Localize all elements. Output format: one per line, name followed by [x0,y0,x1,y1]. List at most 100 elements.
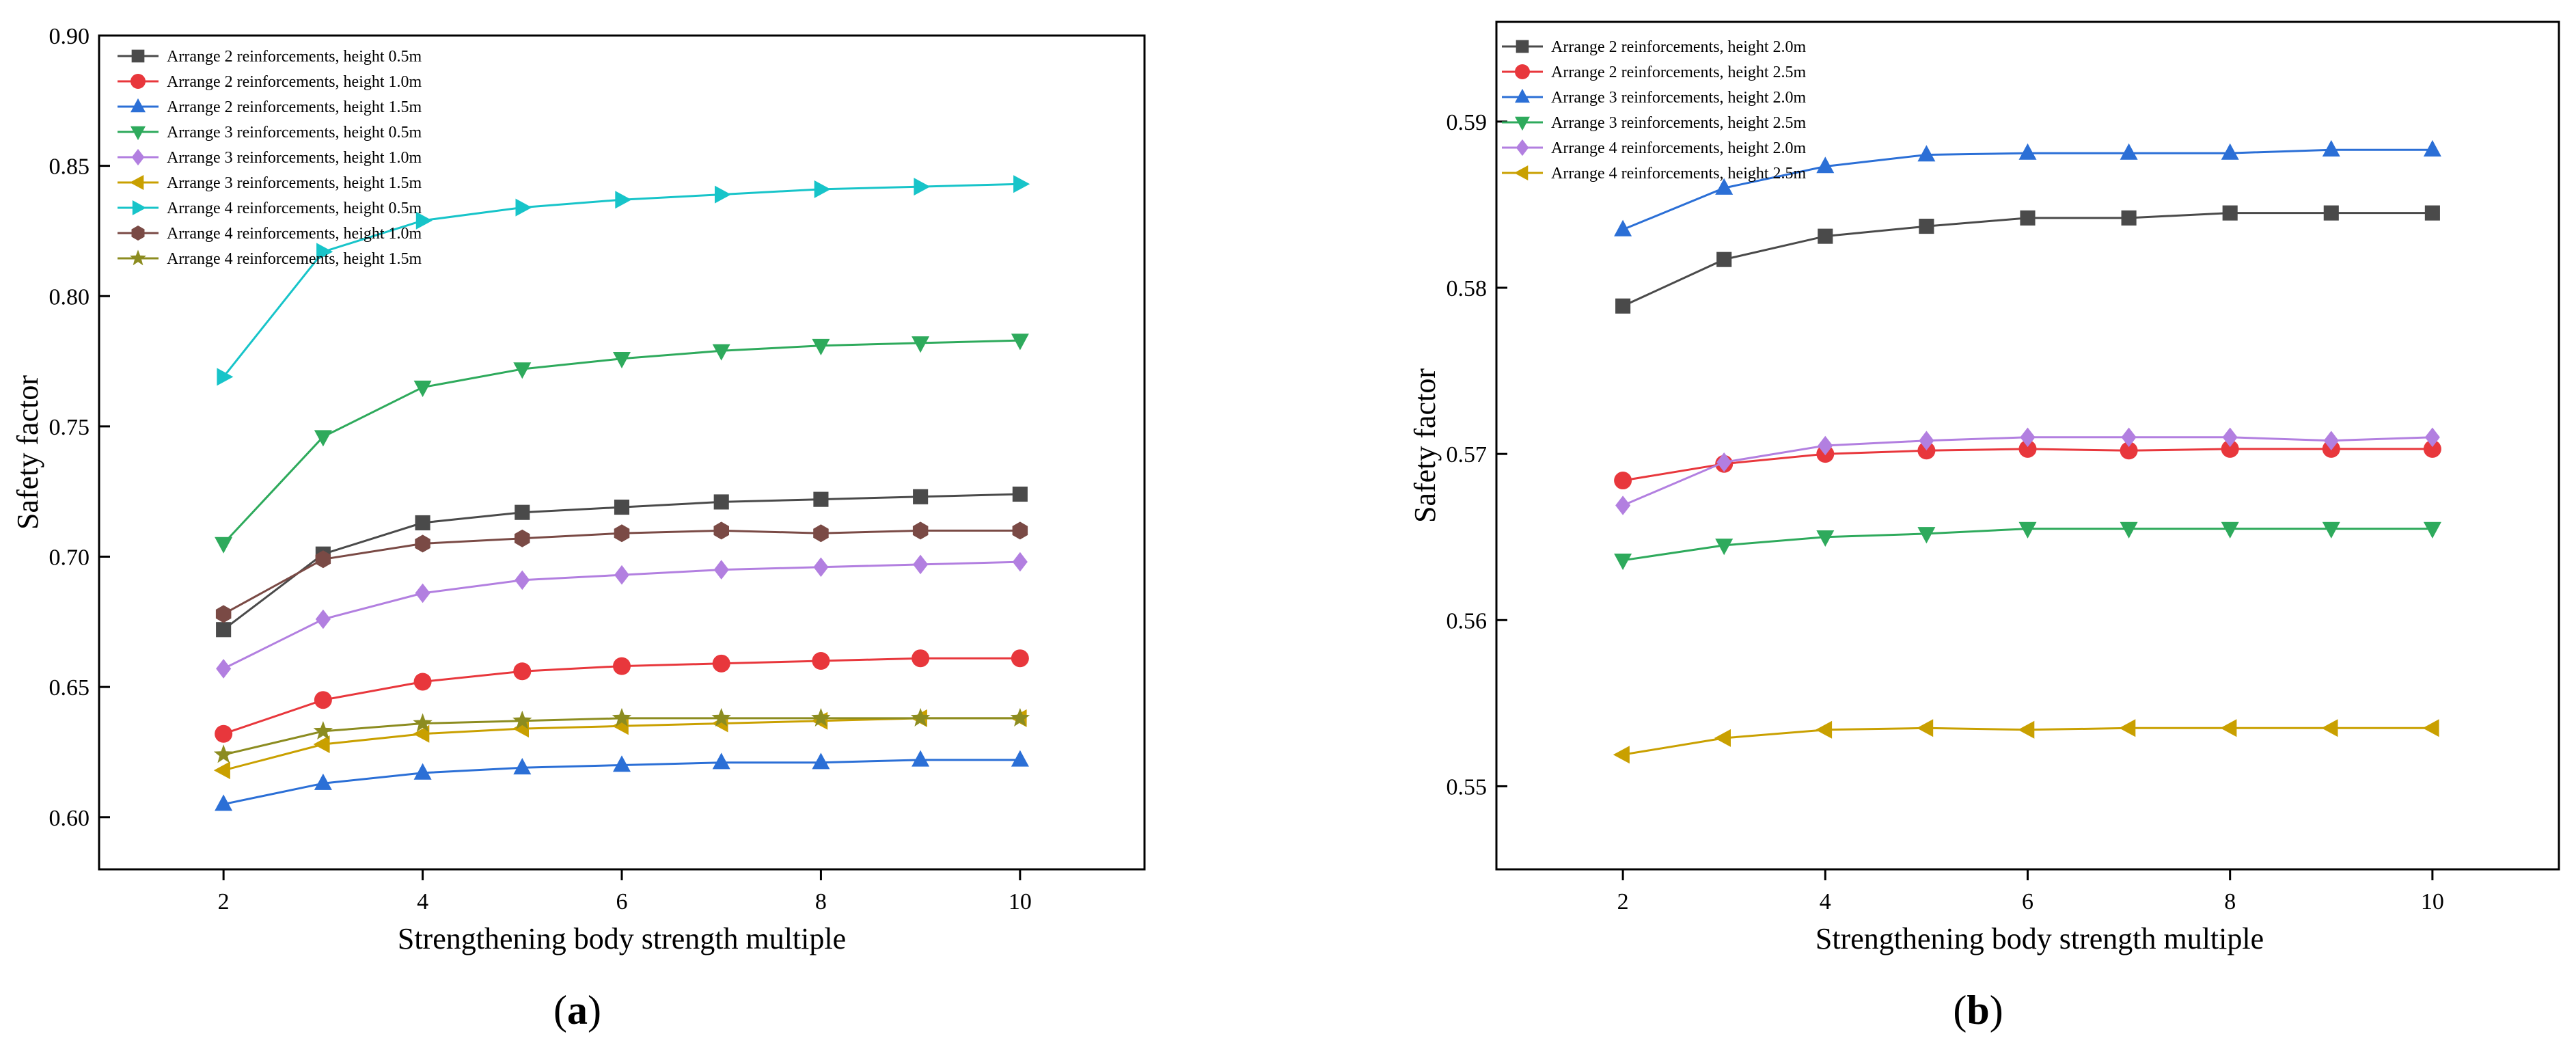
series-b-3 [1614,521,2441,571]
y-tick-label: 0.59 [1447,110,1488,135]
data-point [812,752,830,770]
data-point [1012,486,1028,502]
data-point [2018,521,2037,539]
panel-label-b-close: ) [1990,988,2003,1033]
data-point [413,763,432,780]
data-point [2119,719,2136,737]
chart-panel-b: 0.55 0.56 0.57 0.58 0.59 2 4 6 8 10 Arrange 2 re… [1408,21,2560,1033]
data-point [812,652,830,670]
data-point [910,707,931,727]
data-point [711,707,731,727]
data-point [415,534,430,553]
data-point [1614,472,1632,490]
data-point [513,662,532,681]
data-point [1012,552,1028,572]
data-point [1917,442,1936,460]
data-point [316,243,333,261]
legend-item: Arrange 2 reinforcements, height 1.0m [118,73,422,91]
data-point [813,524,829,543]
data-point [415,583,430,603]
data-point [415,515,430,530]
legend-swatch-marker [130,249,146,266]
data-point [315,609,331,629]
legend-label: Arrange 3 reinforcements, height 1.5m [167,174,422,192]
series-b-4 [1615,427,2440,515]
data-point [2120,442,2138,460]
series-b-1 [1614,439,2441,490]
y-tick-label: 0.80 [49,284,90,310]
series-a-8 [213,707,1030,763]
data-point [712,344,730,361]
data-point [315,550,331,569]
y-tick-label: 0.70 [49,545,90,571]
panel-label-b-letter: b [1967,988,1989,1033]
data-point [314,430,332,447]
data-point [912,649,930,668]
panel-label-a-open: ( [553,988,567,1033]
data-point [613,657,631,675]
y-tick-label: 0.58 [1447,276,1488,301]
x-axis-title-b: Strengthening body strength multiple [1815,922,2264,955]
data-point [715,185,731,204]
data-point [813,557,829,578]
data-point [2220,719,2237,737]
data-point [913,489,929,504]
data-point [2020,427,2036,448]
legend-b: Arrange 2 reinforcements, height 2.0m Arr… [1502,38,1807,182]
data-point [216,659,232,679]
legend-swatch-marker [131,98,146,113]
legend-item: Arrange 2 reinforcements, height 1.5m [118,98,422,116]
data-point [613,755,631,772]
data-point [813,491,829,507]
legend-label: Arrange 3 reinforcements, height 2.5m [1551,114,1807,132]
data-point [1615,496,1631,515]
data-point [1919,431,1934,450]
legend-item: Arrange 2 reinforcements, height 2.0m [1502,38,1807,56]
y-axis-ticks-a: 0.60 0.65 0.70 0.75 0.80 0.85 0.90 [49,24,110,831]
x-tick-label: 6 [616,889,628,914]
y-tick-label: 0.56 [1447,608,1488,634]
legend-label: Arrange 2 reinforcements, height 1.5m [167,98,422,116]
legend-a: Arrange 2 reinforcements, height 0.5m Arr… [118,48,422,268]
legend-label: Arrange 4 reinforcements, height 1.5m [167,250,422,268]
data-point [2422,719,2439,737]
data-point [512,710,532,729]
panel-label-b: (b) [1953,988,2003,1033]
y-tick-label: 0.57 [1447,442,1488,467]
data-point [713,521,729,540]
data-point [1816,530,1835,547]
data-point [1919,219,1934,234]
data-point [614,524,630,543]
legend-swatch-marker [131,49,145,63]
series-a-2 [215,750,1029,811]
data-point [1011,649,1029,668]
data-point [912,336,930,353]
legend-swatch-marker [132,200,147,215]
data-point [814,180,831,198]
data-point [1011,334,1029,351]
legend-item: Arrange 4 reinforcements, height 2.0m [1502,139,1807,157]
data-point [413,673,432,691]
data-point [2018,720,2035,739]
legend-item: Arrange 3 reinforcements, height 1.0m [118,148,422,167]
data-point [215,794,233,811]
data-point [713,560,729,580]
data-point [413,724,430,743]
legend-item: Arrange 4 reinforcements, height 1.0m [118,225,422,243]
data-point [2322,139,2340,157]
data-point [515,570,530,591]
series-layer-a [213,175,1030,811]
data-point [513,362,532,379]
data-point [1010,707,1030,727]
data-point [1917,527,1936,544]
data-point [1715,178,1734,195]
data-point [913,554,929,575]
panel-label-a-letter: a [567,988,588,1033]
data-point [2424,205,2440,221]
data-point [1815,720,1833,739]
data-point [812,338,830,355]
x-tick-label: 10 [1009,889,1032,914]
legend-swatch-marker [129,175,144,190]
legend-swatch-marker [131,226,145,241]
